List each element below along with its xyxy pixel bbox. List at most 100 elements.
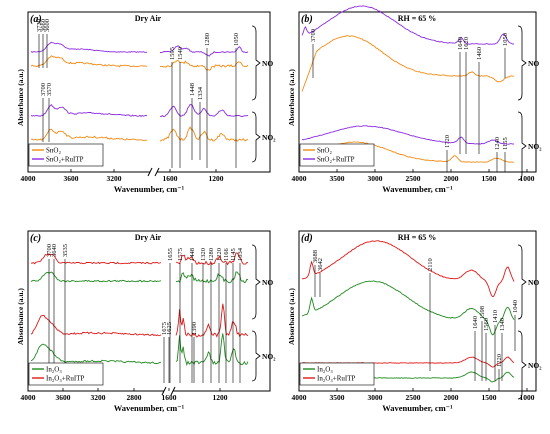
- band-label: 3700: [46, 244, 53, 257]
- plot-frame: [298, 11, 537, 173]
- panel-title: Dry Air: [135, 233, 162, 242]
- band-label: 3660: [40, 19, 47, 32]
- axis-break-mask: [164, 388, 173, 394]
- legend-entry: SnO₂+RuITP: [317, 156, 355, 164]
- legend-box: [299, 362, 375, 386]
- band-label: 1625: [166, 322, 173, 335]
- x-tick-label: 2500: [406, 174, 421, 183]
- band-label: 1220: [496, 354, 503, 367]
- band-label: 1598: [479, 306, 486, 319]
- band-label: 3535: [62, 244, 69, 257]
- band-label: 1145: [230, 248, 237, 261]
- band-label: 1675: [161, 322, 168, 335]
- band-label: 1410: [492, 310, 499, 323]
- x-tick-label: 2800: [127, 393, 142, 402]
- gas-label: NO₂: [528, 142, 542, 151]
- x-axis-label: Wavenumber, cm⁻¹: [114, 403, 185, 413]
- spectrum-orange: [159, 60, 249, 71]
- spectrum-green: [175, 333, 249, 367]
- band-label: 3700: [40, 83, 47, 96]
- spectrum-red: [30, 253, 162, 265]
- x-tick-label: 3500: [330, 174, 345, 183]
- spectrum-purple: [301, 125, 515, 145]
- chart-panel-2: 4000 3500 3000 2500 2000 1500 1000 Wavenumber, …: [287, 5, 542, 194]
- x-tick-label: 2000: [444, 174, 459, 183]
- legend-box: [299, 143, 375, 167]
- band-label: 1040: [512, 300, 519, 313]
- x-tick-label: 3200: [107, 174, 122, 183]
- x-tick-label: 1500: [482, 174, 497, 183]
- x-tick-label: 3500: [330, 393, 345, 402]
- gas-bracket: [517, 244, 527, 320]
- band-label: 1050: [502, 33, 509, 46]
- band-label: 1655: [167, 248, 174, 261]
- y-axis-label: Absorbance (a.u.): [16, 69, 25, 126]
- chart-panel-4: 4000 3500 3000 2500 2000 1500 1000 Wavenumber, …: [287, 230, 542, 413]
- spectrum-purple: [30, 104, 148, 118]
- band-label: 3700: [310, 29, 317, 42]
- gas-bracket: [251, 244, 261, 320]
- gas-label: NO: [528, 278, 539, 287]
- gas-label: NO: [262, 59, 273, 68]
- band-label: 1280: [208, 248, 215, 261]
- band-label: 1448: [189, 83, 196, 96]
- band-label: 1166: [223, 247, 230, 261]
- spectrum-orange: [30, 55, 148, 68]
- x-tick-label: 3600: [64, 174, 79, 183]
- x-tick-label: 4000: [292, 393, 307, 402]
- band-label: 1220: [216, 248, 223, 261]
- band-label: 1280: [204, 33, 211, 46]
- spectrum-purple: [301, 5, 515, 45]
- band-label: 3640: [51, 244, 58, 257]
- y-axis-label: Absorbance (a.u.): [287, 69, 296, 126]
- x-tick-label: 1600: [162, 393, 177, 402]
- gas-bracket: [517, 25, 527, 101]
- band-label: 3720: [36, 19, 43, 32]
- band-label: 1448: [189, 248, 196, 261]
- axis-break-mask: [150, 169, 157, 175]
- x-tick-label: 3000: [368, 174, 383, 183]
- band-label: 3642: [317, 258, 324, 271]
- panel-letter: (c): [30, 233, 41, 244]
- spectrum-red: [175, 303, 249, 338]
- x-tick-label: 4000: [292, 174, 307, 183]
- band-label: 1034: [237, 247, 244, 261]
- band-label: 1540: [177, 47, 184, 60]
- panel-letter: (d): [301, 233, 313, 244]
- x-tick-label: 4000: [21, 393, 36, 402]
- band-label: 1720: [444, 135, 451, 148]
- gas-bracket: [517, 330, 527, 400]
- x-tick-label: 1500: [482, 393, 497, 402]
- x-tick-label: 1200: [213, 393, 228, 402]
- plot-frame: [27, 11, 271, 173]
- x-axis-label: Wavenumber, cm⁻¹: [382, 184, 453, 194]
- panel-title: RH = 65 %: [398, 14, 437, 23]
- panel-title: RH = 65 %: [398, 233, 437, 242]
- band-label: 1460: [476, 47, 483, 60]
- x-tick-label: 3200: [91, 393, 106, 402]
- legend-box: [28, 362, 104, 386]
- band-label: 1620: [463, 37, 470, 50]
- chart-panel-1: 4000 3600 3200 1600 1200 Wavenumber, cm⁻¹ Abso…: [16, 11, 276, 194]
- panel-letter: (b): [301, 14, 313, 25]
- x-tick-label: 1000: [520, 174, 535, 183]
- spectrum-purple: [30, 41, 147, 53]
- legend-entry: In₂O₃+RuITP: [46, 375, 84, 383]
- gas-label: NO₂: [262, 352, 276, 361]
- legend-entry: SnO₂+RuITP: [46, 156, 84, 164]
- spectrum-orange: [159, 126, 249, 142]
- spectrum-purple: [159, 45, 249, 57]
- band-label: 1640: [472, 316, 479, 329]
- x-tick-label: 4000: [21, 174, 36, 183]
- band-label: 3600: [44, 19, 51, 32]
- spectrum-green: [301, 280, 515, 336]
- spectrum-green: [175, 271, 249, 284]
- axis-break-mark: [154, 167, 160, 177]
- band-label: 1155: [502, 137, 509, 150]
- legend-entry: SnO₂: [317, 147, 332, 155]
- band-label: 2110: [427, 258, 434, 271]
- legend-entry: In₂O₃+RuITP: [317, 375, 355, 383]
- x-axis-label: Wavenumber, cm⁻¹: [114, 184, 185, 194]
- x-tick-label: 3600: [56, 393, 71, 402]
- band-label: 1575: [177, 248, 184, 261]
